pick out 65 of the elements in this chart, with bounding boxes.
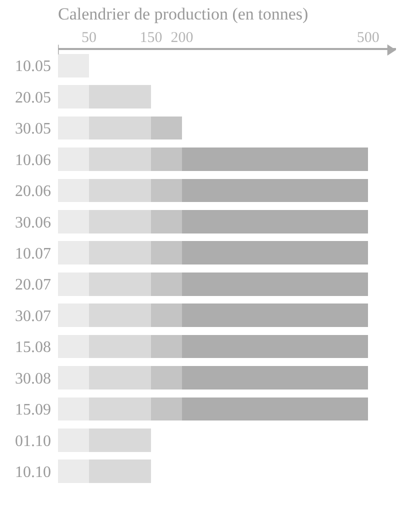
bar <box>58 428 90 452</box>
bar <box>89 178 152 202</box>
y-tick-label: 10.10 <box>15 464 51 481</box>
bar <box>151 397 182 421</box>
x-tick-label: 200 <box>170 30 194 46</box>
bar <box>182 148 368 171</box>
y-tick-label: 10.05 <box>15 58 51 76</box>
y-tick-label: 20.06 <box>15 183 51 200</box>
bar <box>58 241 90 265</box>
bar <box>58 85 90 109</box>
bar <box>58 116 90 140</box>
y-tick-label: 30.06 <box>15 214 51 232</box>
bar <box>58 54 90 78</box>
bar <box>89 334 152 358</box>
y-tick-label: 10.06 <box>15 152 51 169</box>
bar <box>89 272 152 296</box>
bar <box>182 210 368 234</box>
y-tick-label: 20.05 <box>15 89 51 106</box>
bar <box>89 397 152 421</box>
y-tick-label: 01.10 <box>15 432 51 450</box>
y-tick-label: 30.08 <box>15 370 51 388</box>
bar <box>151 178 182 202</box>
y-tick-label: 15.09 <box>15 402 51 419</box>
bar <box>89 428 152 452</box>
bar <box>182 272 368 296</box>
bar <box>151 116 182 140</box>
bar <box>58 366 90 390</box>
bar <box>182 304 368 328</box>
bar <box>151 210 182 234</box>
bar <box>58 148 90 171</box>
y-tick-label: 30.05 <box>15 120 51 138</box>
bar <box>89 148 152 171</box>
chart-title: Calendrier de production (en tonnes) <box>58 4 308 24</box>
y-tick-label: 10.07 <box>15 245 51 262</box>
bar <box>151 366 182 390</box>
bar <box>58 397 90 421</box>
bar <box>58 178 90 202</box>
y-tick-label: 15.08 <box>15 339 51 356</box>
bar <box>58 210 90 234</box>
bar <box>182 397 368 421</box>
x-tick-label: 150 <box>140 30 162 46</box>
bar <box>182 241 368 265</box>
bar <box>151 148 182 171</box>
y-tick-label: 20.07 <box>15 276 51 294</box>
bar <box>182 178 368 202</box>
bar <box>182 366 368 390</box>
bar <box>89 116 152 140</box>
bar <box>58 272 90 296</box>
bar <box>182 334 368 358</box>
bar <box>58 460 90 484</box>
bar <box>151 304 182 328</box>
bar <box>151 334 182 358</box>
bar <box>89 460 152 484</box>
bar <box>89 241 152 265</box>
bar <box>151 272 182 296</box>
bar <box>58 304 90 328</box>
y-tick-label: 30.07 <box>15 308 51 325</box>
bar <box>89 85 152 109</box>
x-tick-label: 50 <box>82 30 97 46</box>
bar <box>89 210 152 234</box>
bar <box>89 366 152 390</box>
bar <box>151 241 182 265</box>
x-tick-label: 500 <box>356 30 380 46</box>
bar <box>89 304 152 328</box>
bar <box>58 334 90 358</box>
